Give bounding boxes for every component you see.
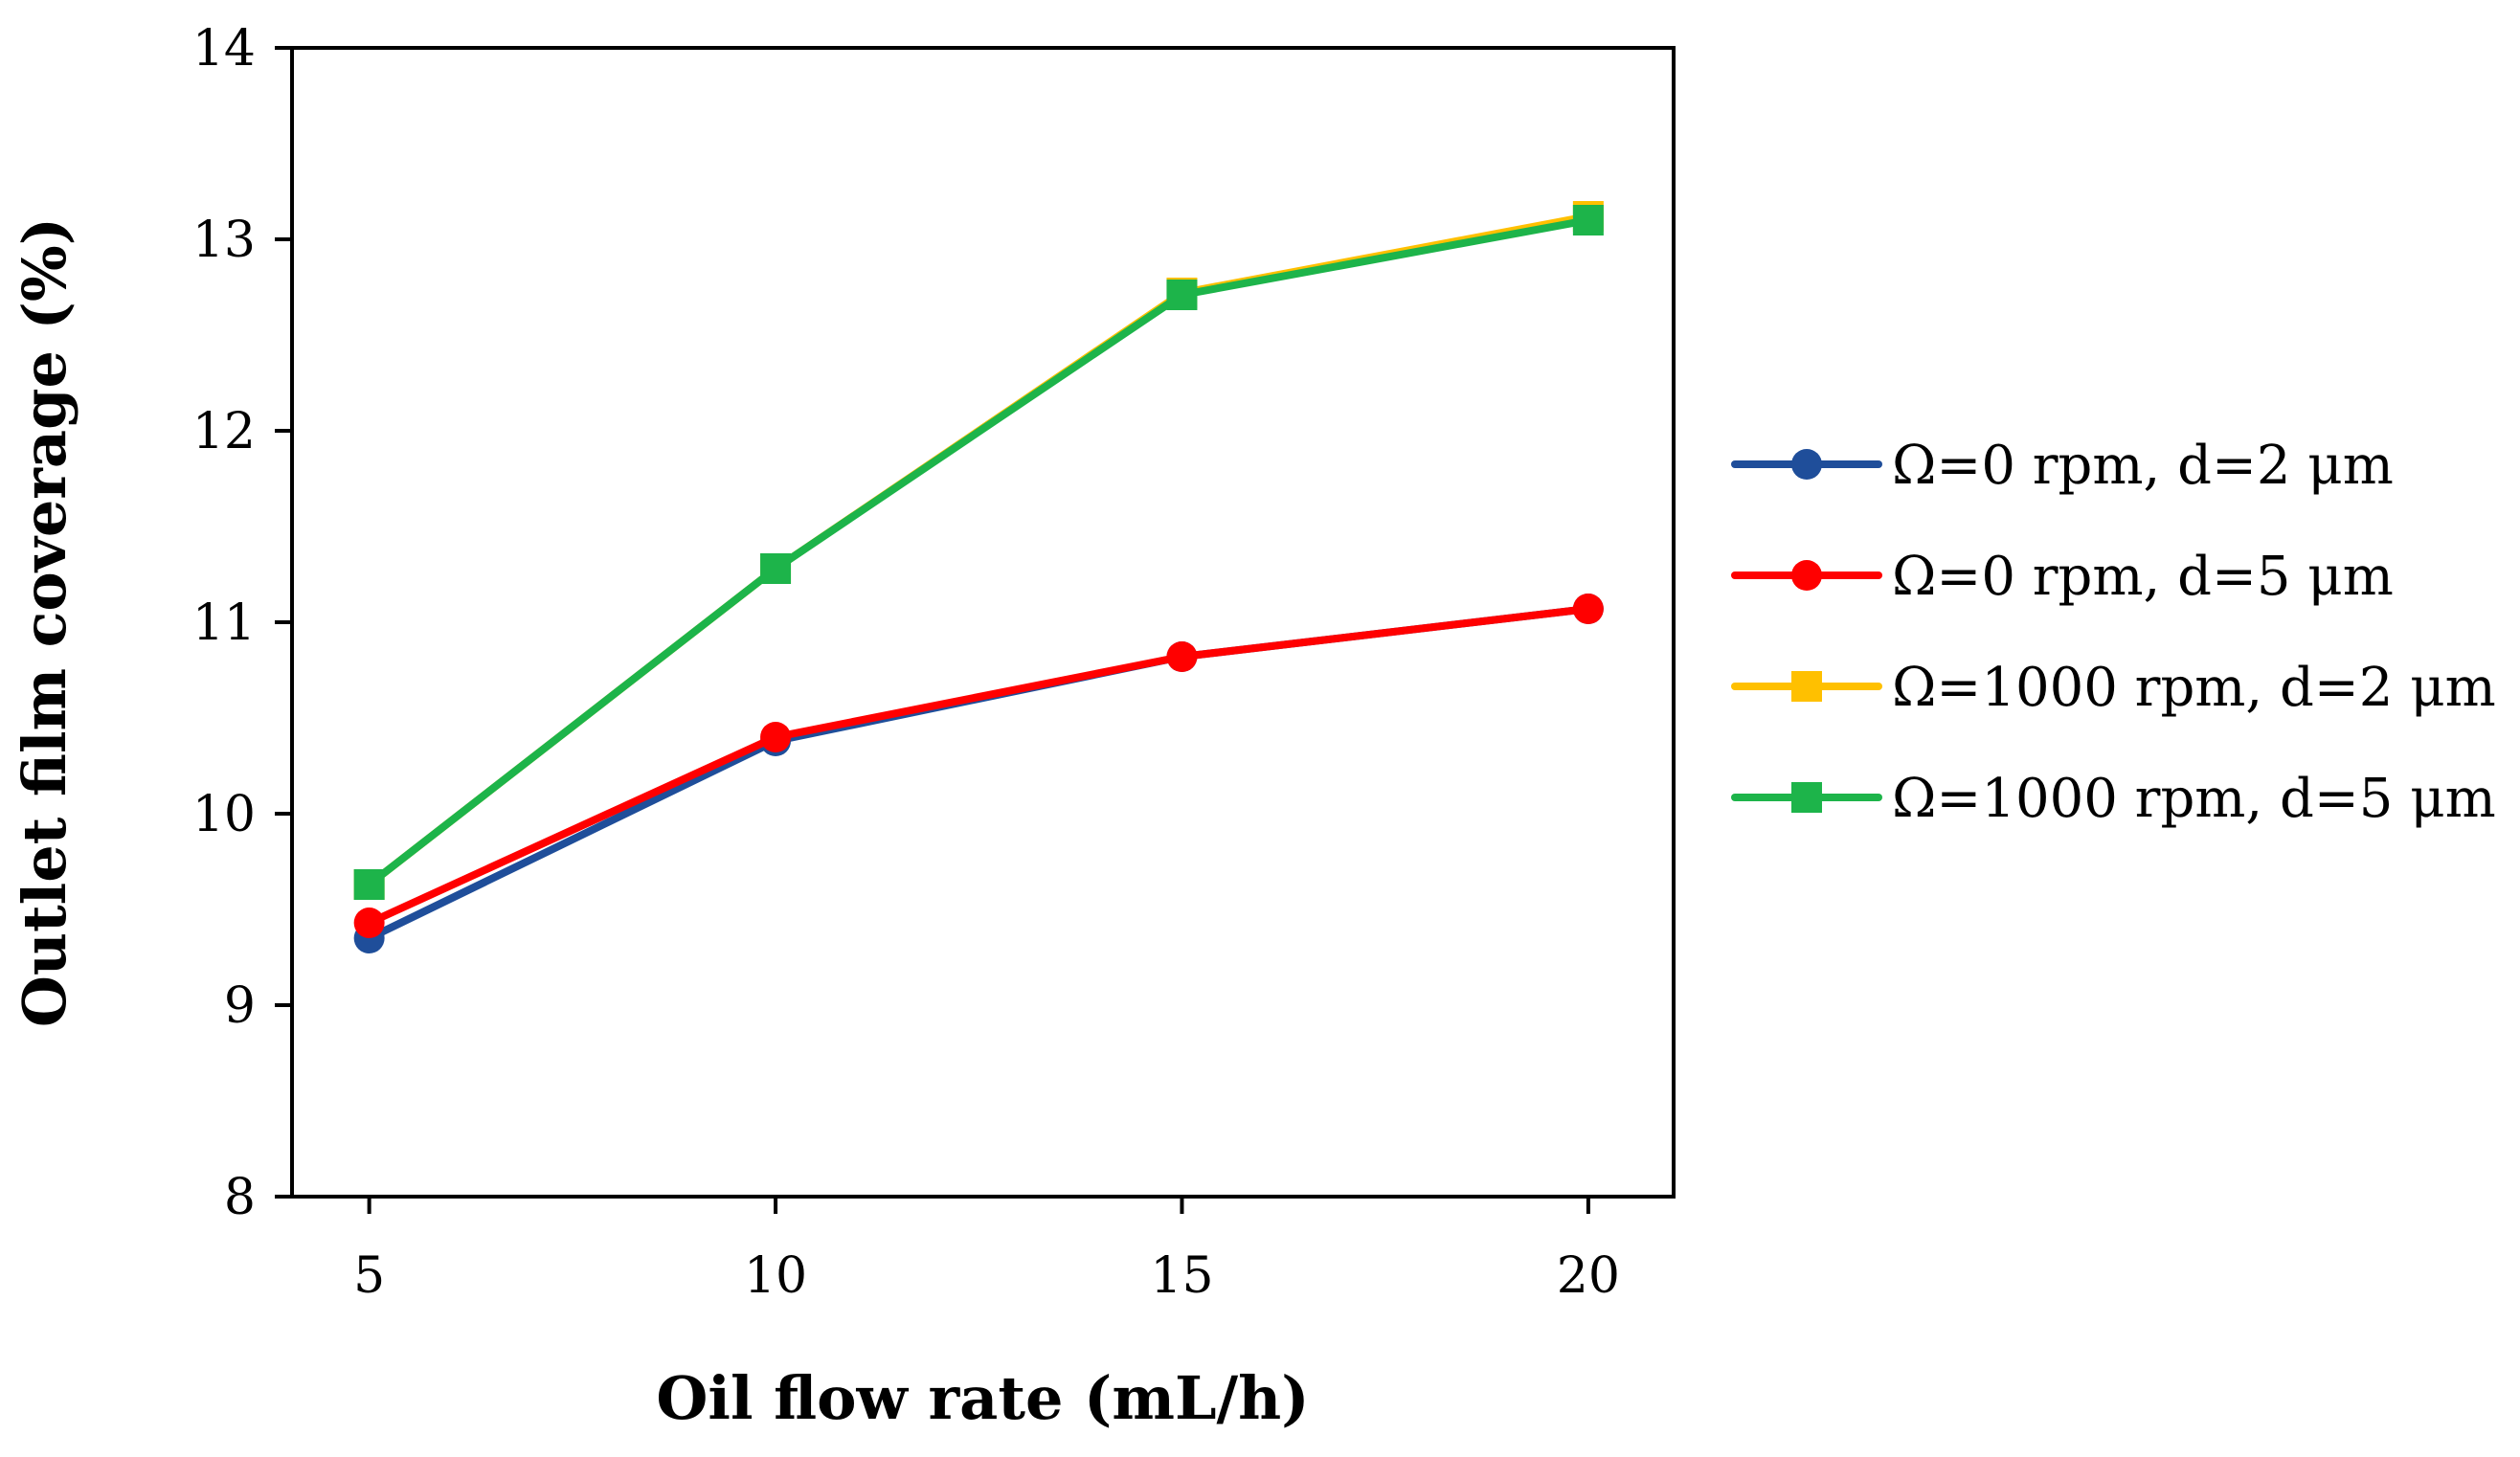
x-tick-label: 5: [353, 1247, 385, 1305]
y-axis-title: Outlet film coverage (%): [10, 217, 79, 1027]
series-line: [365, 605, 1592, 942]
data-point: [1572, 594, 1604, 624]
x-tick-label: 15: [1150, 1247, 1213, 1305]
legend-item: Ω=1000 rpm, d=2 μm: [1731, 657, 2496, 719]
series-1: [353, 594, 1604, 953]
y-tick-label: 13: [192, 212, 256, 269]
series-4: [353, 205, 1604, 900]
legend-label: Ω=0 rpm, d=5 μm: [1892, 546, 2394, 608]
data-point: [760, 553, 792, 584]
x-axis-title: Oil flow rate (mL/h): [656, 1363, 1309, 1433]
legend-marker: [1791, 782, 1822, 813]
data-point: [1572, 205, 1604, 235]
x-tick-label: 10: [744, 1247, 807, 1305]
legend-label: Ω=0 rpm, d=2 μm: [1892, 435, 2394, 497]
y-tick-label: 10: [192, 786, 256, 843]
y-tick-label: 9: [224, 977, 256, 1035]
x-tick-label: 20: [1557, 1247, 1620, 1305]
legend-label: Ω=1000 rpm, d=2 μm: [1892, 657, 2496, 719]
legend-marker: [1791, 449, 1822, 480]
legend-item: Ω=0 rpm, d=5 μm: [1731, 546, 2394, 608]
series-2: [353, 594, 1604, 938]
y-tick-label: 14: [192, 20, 256, 78]
legend-item: Ω=1000 rpm, d=5 μm: [1731, 768, 2496, 830]
y-tick-label: 12: [192, 403, 256, 460]
series-line: [365, 213, 1592, 888]
data-point: [1166, 280, 1198, 310]
series-line: [365, 216, 1592, 888]
data-point: [353, 869, 385, 900]
data-point: [353, 908, 385, 938]
legend-marker: [1791, 560, 1822, 591]
series-3: [353, 201, 1604, 900]
legend-item: Ω=0 rpm, d=2 μm: [1731, 435, 2394, 497]
y-tick-label: 8: [224, 1169, 256, 1226]
legend-marker: [1791, 671, 1822, 702]
data-point: [1166, 641, 1198, 672]
y-tick-label: 11: [192, 594, 256, 652]
legend-label: Ω=1000 rpm, d=5 μm: [1892, 768, 2496, 830]
data-point: [760, 722, 792, 752]
series-line: [365, 605, 1592, 927]
